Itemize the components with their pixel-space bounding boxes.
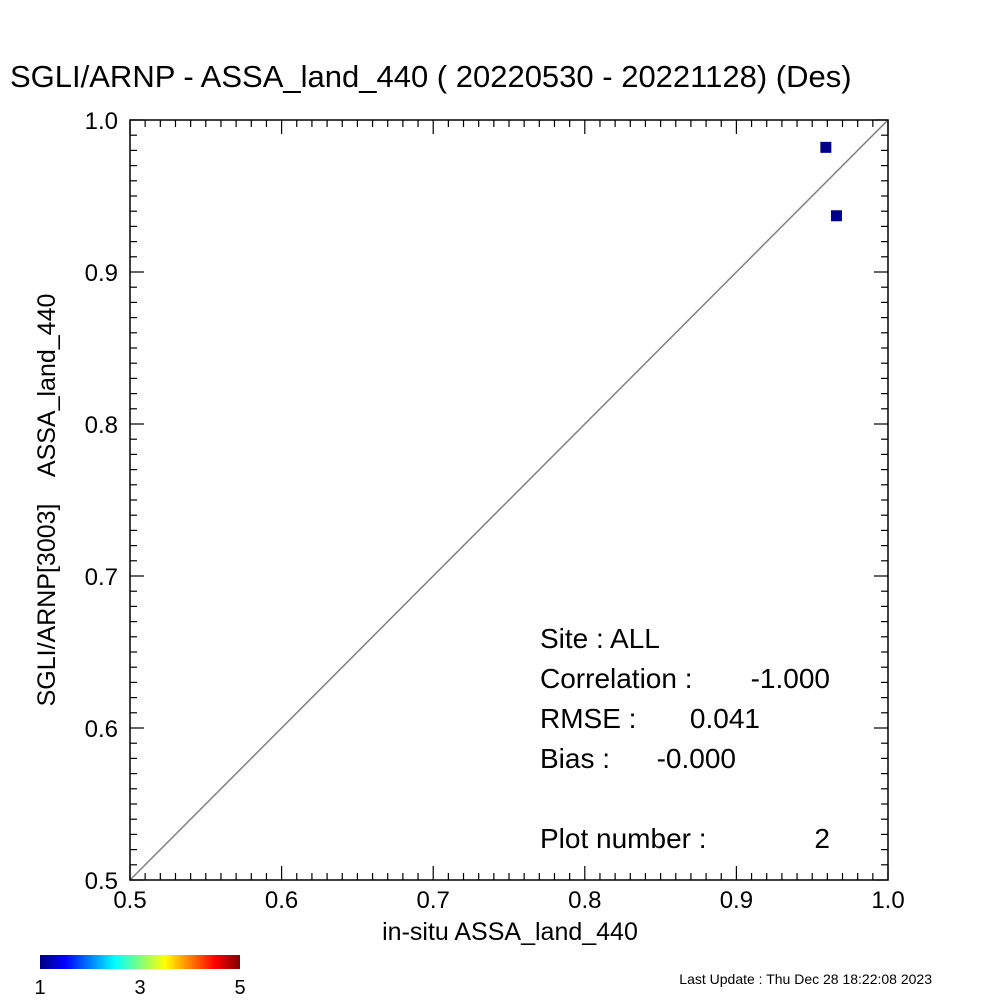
statistics-box: Site : ALL Correlation : -1.000 RMSE : 0…	[540, 623, 830, 854]
x-tick-label: 0.8	[568, 887, 601, 914]
colorbar-label: 3	[134, 977, 145, 999]
y-tick-label: 0.7	[85, 564, 118, 591]
stat-bias-label: Bias :	[540, 743, 610, 774]
y-tick-label: 0.9	[85, 260, 118, 287]
colorbar-label: 1	[34, 977, 45, 999]
x-tick-label: 1.0	[871, 887, 904, 914]
stat-correlation-label: Correlation :	[540, 663, 693, 694]
axis-tick-labels: 0.5 0.6 0.7 0.8 0.9 1.0 0.5 0.6 0.7 0.8 0.9 1.0	[85, 108, 905, 914]
data-points	[820, 141, 842, 222]
x-tick-label: 0.9	[720, 887, 753, 914]
colorbar	[40, 955, 240, 969]
last-update-text: Last Update : Thu Dec 28 18:22:08 2023	[679, 971, 932, 987]
stat-rmse-value: 0.041	[690, 703, 760, 734]
colorbar-labels: 1 3 5	[34, 977, 245, 999]
chart-title: SGLI/ARNP - ASSA_land_440 ( 20220530 - 2…	[10, 59, 852, 94]
x-tick-label: 0.5	[113, 887, 146, 914]
stat-correlation-value: -1.000	[751, 663, 830, 694]
colorbar-label: 5	[234, 977, 245, 999]
y-tick-label: 0.8	[85, 412, 118, 439]
data-point	[820, 141, 832, 153]
data-point	[830, 210, 842, 222]
axis-ticks	[129, 119, 889, 881]
x-tick-label: 0.6	[265, 887, 298, 914]
stat-site: Site : ALL	[540, 623, 660, 654]
y-tick-label: 0.6	[85, 716, 118, 743]
y-tick-label: 1.0	[85, 108, 118, 135]
stat-bias-value: -0.000	[657, 743, 736, 774]
x-axis-label: in-situ ASSA_land_440	[382, 918, 638, 946]
one-to-one-reference-line	[129, 119, 889, 881]
y-tick-label: 0.5	[85, 868, 118, 895]
plot-frame	[129, 119, 889, 881]
stat-rmse-label: RMSE :	[540, 703, 636, 734]
stat-plot-number-value: 2	[814, 823, 830, 854]
x-tick-label: 0.7	[417, 887, 450, 914]
stat-plot-number-label: Plot number :	[540, 823, 707, 854]
y-axis-label: SGLI/ARNP[3003] ASSA_land_440	[33, 294, 61, 707]
